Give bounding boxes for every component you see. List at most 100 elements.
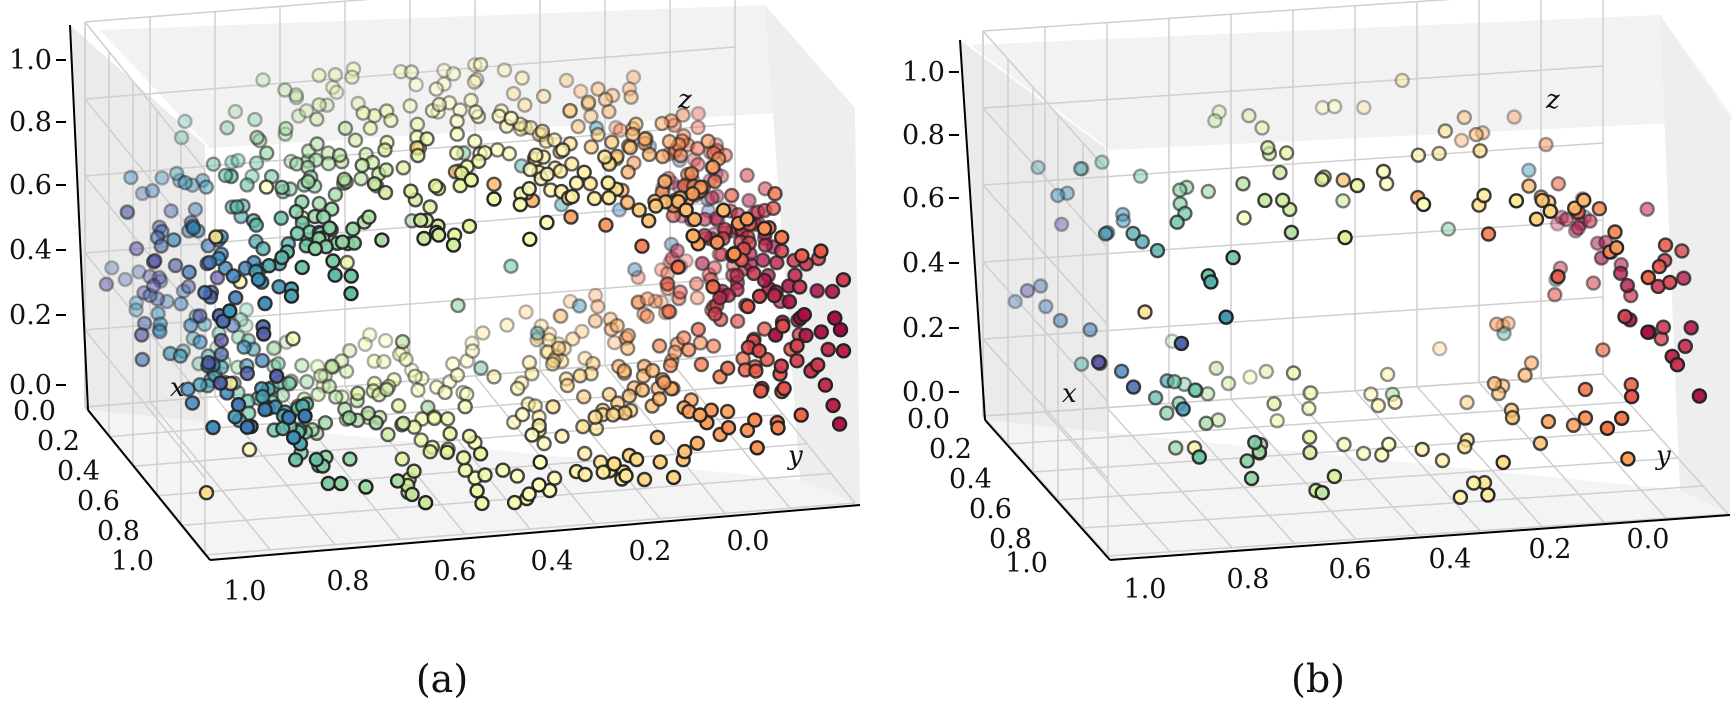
scatter-point: [416, 230, 432, 247]
scatter-point: [205, 419, 221, 436]
scatter-point: [187, 201, 204, 218]
x-tick-label: 0.6: [1329, 554, 1372, 585]
scatter-point: [1669, 357, 1686, 373]
scatter-point: [601, 386, 617, 403]
panel-a: 0.00.20.40.60.81.0 0.00.20.40.60.81.0 1.…: [9, 0, 861, 701]
scatter-point: [1415, 196, 1432, 213]
scatter-point: [467, 57, 483, 73]
grid-line: [1416, 386, 1543, 528]
scatter-point: [1053, 216, 1070, 233]
scatter-point: [739, 422, 756, 438]
scatter-point: [1472, 143, 1488, 159]
scatter-point: [552, 163, 569, 179]
scatter-point: [667, 344, 683, 360]
scatter-point: [1137, 304, 1153, 320]
scatter-point: [1337, 229, 1353, 246]
scatter-point: [152, 324, 168, 340]
scatter-point: [1538, 136, 1554, 153]
scatter-point: [669, 242, 685, 259]
scatter-point: [544, 356, 561, 372]
scatter-point: [683, 165, 700, 182]
scatter-point: [1508, 193, 1525, 209]
scatter-point: [166, 232, 182, 248]
scatter-point: [1349, 177, 1366, 194]
scatter-point: [621, 81, 638, 97]
scatter-point: [311, 67, 327, 84]
scatter-point: [1203, 274, 1219, 290]
scatter-point: [1218, 309, 1234, 325]
scatter-point: [459, 353, 475, 369]
scatter-point: [472, 56, 489, 73]
scatter-point: [402, 98, 418, 114]
scatter-point: [173, 129, 190, 146]
scatter-point: [1434, 452, 1451, 469]
scatter-point: [1486, 375, 1503, 392]
scatter-point: [1431, 341, 1448, 357]
scatter-point: [236, 339, 252, 355]
x-tick-label: 0.2: [629, 536, 672, 567]
scatter-point: [461, 428, 478, 444]
scatter-point: [345, 221, 361, 237]
scatter-point: [1167, 440, 1184, 456]
y-tick-label: 0.0: [907, 404, 950, 435]
scatter-point: [144, 183, 161, 199]
scatter-point: [334, 353, 350, 369]
grid-line: [1540, 377, 1667, 519]
scatter-point: [347, 132, 364, 148]
scatter-point: [270, 356, 286, 372]
scatter-point: [662, 357, 679, 374]
scatter-point: [343, 268, 359, 284]
scatter-point: [1094, 154, 1110, 170]
scatter-point: [1523, 355, 1540, 371]
scatter-point: [192, 334, 208, 350]
grid-line: [1007, 401, 1629, 445]
scatter-point: [514, 70, 530, 86]
scatter-point: [590, 81, 606, 97]
scatter-point: [565, 331, 581, 347]
scatter-point: [1379, 366, 1396, 383]
x-tick-label: 1.0: [224, 576, 267, 607]
scatter-point: [661, 133, 678, 150]
scatter-point: [503, 110, 519, 127]
scatter-point: [715, 202, 732, 219]
scatter-point: [675, 107, 691, 123]
scatter-point: [1550, 269, 1566, 285]
grid-line: [982, 415, 1109, 557]
scatter-point: [770, 420, 786, 436]
scatter-point: [258, 179, 275, 195]
scatter-point: [1623, 388, 1640, 405]
scatter-point: [1655, 319, 1672, 335]
scatter-point: [630, 294, 646, 310]
scatter-point: [776, 380, 792, 397]
scatter-point: [374, 232, 390, 248]
scatter-point: [1662, 274, 1678, 291]
scatter-point: [793, 407, 809, 423]
scatter-point: [509, 468, 525, 484]
y-tick-label: 0.2: [929, 434, 972, 465]
scatter-point: [1381, 436, 1397, 452]
scatter-point: [577, 466, 593, 483]
scatter-point: [1225, 249, 1241, 266]
scatter-point: [1585, 275, 1602, 291]
scatter-point: [825, 397, 841, 414]
scatter-point: [229, 199, 245, 215]
scatter-point: [283, 288, 300, 304]
scatter-point: [554, 428, 570, 444]
axis-label-z-a: z: [677, 85, 692, 115]
scatter-point: [1073, 356, 1090, 372]
scatter-point: [406, 463, 422, 479]
scatter-point: [1082, 322, 1098, 338]
grid-line: [539, 370, 661, 520]
scatter-point: [261, 258, 277, 274]
scatter-point: [824, 283, 841, 300]
scatter-point: [820, 341, 836, 358]
scatter-point: [1211, 104, 1227, 120]
scatter-point: [366, 176, 383, 192]
scatter-point: [394, 451, 410, 467]
x-ticks-a: 1.0 0.8 0.6 0.4 0.2 0.0: [224, 526, 770, 607]
scatter-point: [647, 293, 663, 309]
scatter-point: [255, 72, 271, 88]
scatter-point: [1175, 401, 1191, 417]
scatter-point: [1335, 172, 1352, 188]
scatter-point: [205, 156, 222, 172]
